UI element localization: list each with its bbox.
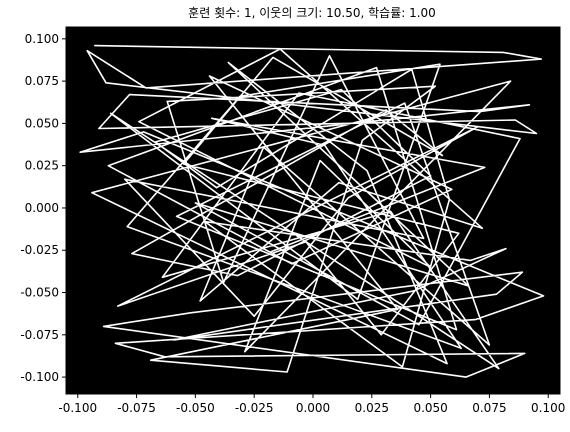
x-tick-label: 0.025 [355,401,389,415]
y-tick-label: 0.075 [25,74,59,88]
x-tick-label: 0.050 [413,401,447,415]
chart-title: 훈련 횟수: 1, 이웃의 크기: 10.50, 학습률: 1.00 [188,6,436,20]
y-tick-label: 0.050 [25,116,59,130]
x-tick-label: -0.075 [117,401,156,415]
y-tick-label: 0.000 [25,201,59,215]
x-tick-label: -0.100 [58,401,97,415]
x-tick-label: 0.075 [472,401,506,415]
x-tick-label: -0.025 [235,401,274,415]
y-tick-label: 0.100 [25,32,59,46]
y-tick-label: -0.025 [20,243,59,257]
y-tick-label: -0.100 [20,370,59,384]
y-tick-label: 0.025 [25,159,59,173]
y-tick-label: -0.075 [20,328,59,342]
x-axis: -0.100 -0.075 -0.050 -0.025 0.000 0.025 0.050 0… [58,394,565,415]
series-layer [79,44,545,378]
x-tick-label: 0.100 [531,401,565,415]
y-tick-label: -0.050 [20,286,59,300]
series-line-0 [79,44,545,378]
x-tick-label: -0.050 [176,401,215,415]
plot-frame [65,26,561,395]
y-axis: 0.100 0.075 0.050 0.025 0.000 -0.025 -0.050 -0.… [20,32,66,384]
x-tick-label: 0.000 [296,401,330,415]
